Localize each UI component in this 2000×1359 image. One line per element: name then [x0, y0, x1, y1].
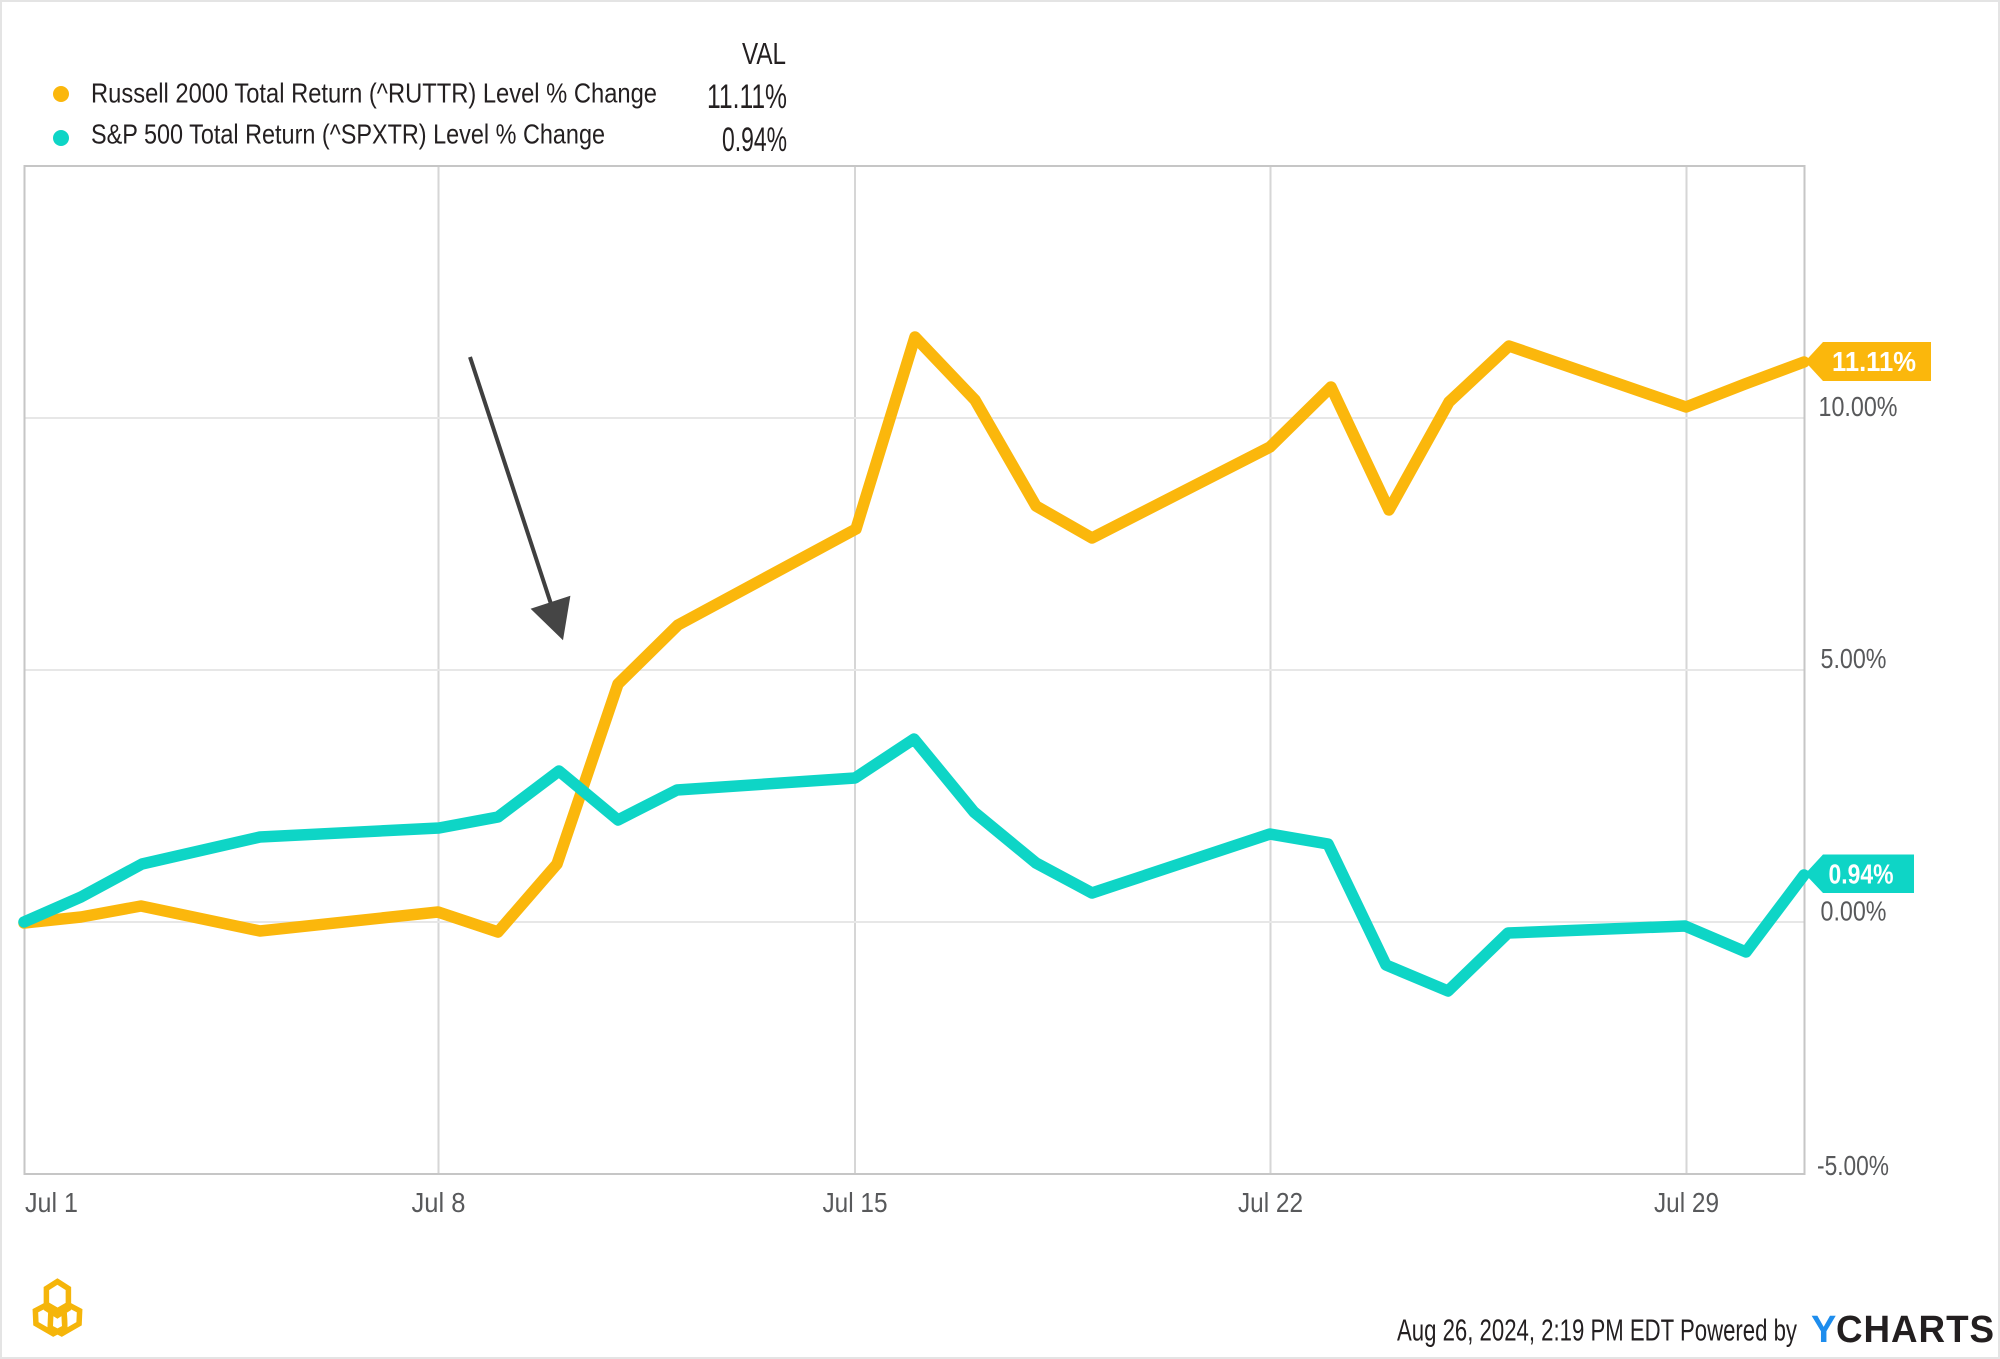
svg-text:0.94%: 0.94% — [1829, 859, 1894, 890]
svg-text:Jul 1: Jul 1 — [25, 1187, 78, 1218]
svg-text:-5.00%: -5.00% — [1817, 1150, 1889, 1181]
svg-text:CHARTS: CHARTS — [1836, 1309, 1995, 1351]
svg-text:Aug 26, 2024, 2:19 PM EDT Powe: Aug 26, 2024, 2:19 PM EDT Powered by — [1397, 1313, 1797, 1348]
svg-text:0.94%: 0.94% — [722, 121, 787, 159]
svg-text:Jul 15: Jul 15 — [823, 1187, 888, 1218]
svg-text:S&P 500 Total Return (^SPXTR): S&P 500 Total Return (^SPXTR) Level % Ch… — [91, 119, 605, 150]
svg-text:0.00%: 0.00% — [1821, 896, 1887, 927]
svg-text:11.11%: 11.11% — [707, 78, 787, 116]
svg-text:10.00%: 10.00% — [1819, 391, 1898, 422]
svg-text:5.00%: 5.00% — [1821, 643, 1887, 674]
svg-text:Jul 29: Jul 29 — [1654, 1187, 1719, 1218]
svg-text:VAL: VAL — [742, 36, 786, 71]
svg-text:Y: Y — [1811, 1309, 1836, 1351]
svg-text:Russell 2000 Total Return (^RU: Russell 2000 Total Return (^RUTTR) Level… — [91, 78, 657, 109]
svg-text:Jul 8: Jul 8 — [412, 1187, 466, 1218]
svg-text:Jul 22: Jul 22 — [1238, 1187, 1303, 1218]
svg-text:11.11%: 11.11% — [1832, 346, 1916, 377]
